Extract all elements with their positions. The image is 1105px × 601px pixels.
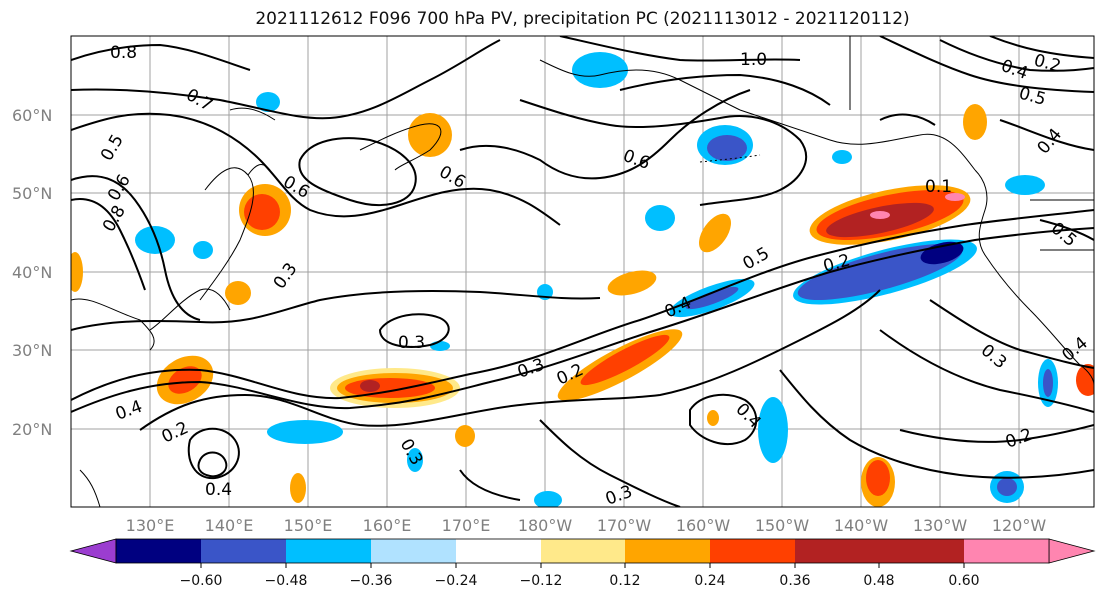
colorbar-swatch	[795, 539, 879, 563]
precip-negative	[135, 52, 1058, 507]
lat-label: 60°N	[12, 106, 52, 125]
colorbar-low-extension	[69, 538, 117, 564]
colorbar-swatch	[286, 539, 371, 563]
colorbar-swatch	[201, 539, 286, 563]
colorbar-tick-label: 0.24	[694, 573, 725, 589]
colorbar-tick-label: 0.36	[779, 573, 810, 589]
latitude-labels: 60°N 50°N 40°N 30°N 20°N	[12, 106, 52, 439]
colorbar-tick-label: −0.24	[435, 573, 478, 589]
lon-label: 130°W	[913, 516, 968, 535]
lon-label: 140°W	[834, 516, 889, 535]
lat-label: 40°N	[12, 263, 52, 282]
lon-label: 160°E	[363, 516, 412, 535]
colorbar-tick-label: 0.48	[863, 573, 894, 589]
contour-label: 0.3	[398, 333, 425, 353]
contour-label: 0.1	[925, 177, 952, 197]
lon-label: 140°E	[205, 516, 254, 535]
longitude-labels: 130°E 140°E 150°E 160°E 170°E 180°W 170°…	[126, 516, 1047, 535]
lon-label: 150°W	[755, 516, 810, 535]
colorbar-swatch	[879, 539, 964, 563]
lon-label: 160°W	[676, 516, 731, 535]
contour-label: 0.8	[110, 43, 137, 63]
contour-label: 0.4	[205, 480, 232, 500]
lon-label: 170°W	[597, 516, 652, 535]
colorbar-high-extension	[1048, 538, 1096, 564]
colorbar-ticks: −0.60 −0.48 −0.36 −0.24 −0.12 0.12 0.24 …	[180, 563, 980, 589]
colorbar-tick-label: −0.60	[180, 573, 223, 589]
colorbar-swatch	[625, 539, 710, 563]
lon-label: 150°E	[284, 516, 333, 535]
lon-label: 170°E	[442, 516, 491, 535]
lon-label: 130°E	[126, 516, 175, 535]
colorbar-swatch	[116, 539, 201, 563]
lat-label: 30°N	[12, 341, 52, 360]
colorbar-tick-label: 0.12	[609, 573, 640, 589]
lat-label: 50°N	[12, 184, 52, 203]
colorbar-swatch	[964, 539, 1049, 563]
map-frame	[70, 35, 1095, 508]
lon-label: 120°W	[992, 516, 1047, 535]
contour-label: 1.0	[740, 50, 767, 70]
colorbar-swatch	[456, 539, 541, 563]
colorbar-tick-label: −0.12	[520, 573, 563, 589]
map-title: 2021112612 F096 700 hPa PV, precipitatio…	[255, 9, 910, 29]
colorbar-tick-label: −0.48	[265, 573, 308, 589]
colorbar-swatch	[541, 539, 625, 563]
colorbar-swatch	[710, 539, 795, 563]
colorbar-swatch	[371, 539, 456, 563]
pv-contours	[71, 36, 1094, 507]
colorbar	[69, 538, 1096, 564]
colorbar-tick-label: −0.36	[350, 573, 393, 589]
colorbar-tick-label: 0.60	[948, 573, 979, 589]
lat-label: 20°N	[12, 420, 52, 439]
lon-label: 180°W	[518, 516, 573, 535]
